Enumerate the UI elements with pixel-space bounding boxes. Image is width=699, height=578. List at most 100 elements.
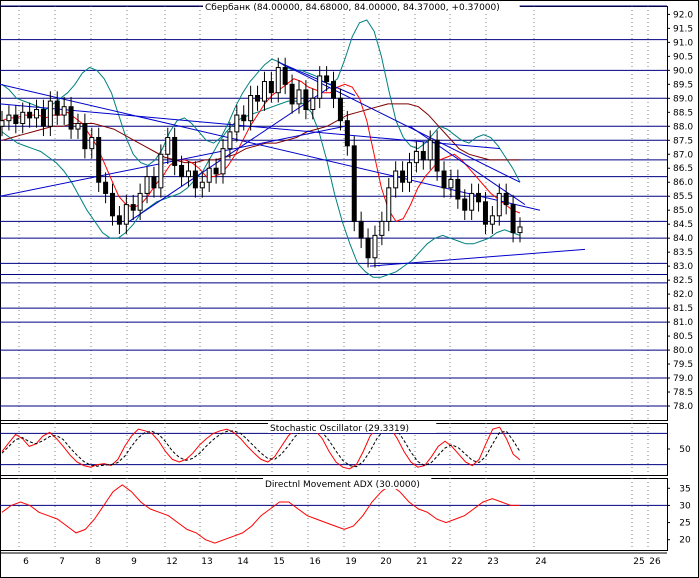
price-y-tick-label: 89.5 bbox=[673, 80, 693, 90]
price-y-tick-label: 82.0 bbox=[673, 290, 693, 300]
candle-body bbox=[206, 167, 212, 183]
candle-body bbox=[406, 162, 412, 183]
price-y-tick-label: 80.0 bbox=[673, 346, 693, 356]
price-title-bg bbox=[203, 1, 520, 12]
price-y-tick-label: 78.0 bbox=[673, 402, 693, 412]
upper-bollinger-band bbox=[1, 19, 521, 183]
candle-body bbox=[289, 83, 295, 105]
candle-body bbox=[448, 178, 454, 189]
candle-body bbox=[241, 114, 247, 122]
price-y-tick-label: 90.5 bbox=[673, 52, 693, 62]
stoch-y-tick-label: 50 bbox=[679, 445, 691, 455]
price-y-tick-label: 85.5 bbox=[673, 192, 693, 202]
price-y-tick-label: 88.5 bbox=[673, 108, 693, 118]
candle-body bbox=[496, 192, 502, 217]
price-y-tick-label: 79.0 bbox=[673, 374, 693, 384]
adx-title: Directnl Movement ADX (30.0000) bbox=[265, 480, 420, 490]
candle-body bbox=[165, 136, 171, 155]
adx-y-tick-label: 30 bbox=[679, 501, 691, 511]
x-tick-label: 21 bbox=[416, 557, 427, 567]
x-tick-label: 20 bbox=[380, 557, 392, 567]
adx-y-tick-label: 20 bbox=[679, 536, 691, 546]
price-y-tick-label: 86.5 bbox=[673, 164, 693, 174]
trend-line bbox=[124, 86, 331, 225]
adx-y-tick-label: 35 bbox=[679, 484, 690, 494]
price-y-tick-label: 80.5 bbox=[673, 332, 693, 342]
candle-body bbox=[151, 176, 157, 189]
x-tick-label: 7 bbox=[59, 557, 65, 567]
x-tick-label: 26 bbox=[649, 557, 661, 567]
stoch-d-line bbox=[1, 426, 521, 468]
stoch-title-bg bbox=[268, 422, 437, 433]
candle-body bbox=[213, 167, 219, 175]
candle-body bbox=[130, 204, 136, 211]
candle-body bbox=[255, 95, 261, 102]
adx-y-tick-label: 25 bbox=[679, 519, 690, 529]
candle-body bbox=[47, 100, 53, 127]
candle-body bbox=[482, 201, 488, 225]
candle-body bbox=[469, 192, 475, 211]
price-y-tick-label: 83.5 bbox=[673, 248, 693, 258]
candle-body bbox=[441, 170, 447, 189]
adx-line bbox=[1, 484, 520, 544]
adx-title-bg bbox=[263, 478, 432, 489]
x-tick-label: 6 bbox=[23, 557, 29, 567]
x-tick-label: 12 bbox=[166, 557, 177, 567]
price-y-tick-label: 90.0 bbox=[673, 66, 693, 76]
x-tick-label: 15 bbox=[273, 557, 284, 567]
trend-line bbox=[0, 103, 501, 150]
candle-body bbox=[489, 215, 495, 225]
price-y-tick-label: 85.0 bbox=[673, 206, 693, 216]
lower-bollinger-band bbox=[1, 100, 521, 278]
candle-body bbox=[82, 122, 88, 150]
x-tick-label: 25 bbox=[633, 557, 644, 567]
candle-body bbox=[510, 204, 516, 234]
price-y-tick-label: 87.5 bbox=[673, 136, 693, 146]
candle-body bbox=[54, 100, 60, 116]
candle-body bbox=[379, 220, 385, 236]
price-y-tick-label: 82.5 bbox=[673, 276, 693, 286]
price-y-tick-label: 78.5 bbox=[673, 388, 693, 398]
x-tick-label: 19 bbox=[345, 557, 357, 567]
price-y-tick-label: 79.5 bbox=[673, 360, 693, 370]
candle-body bbox=[234, 114, 240, 133]
price-y-tick-label: 84.0 bbox=[673, 234, 693, 244]
candle-body bbox=[172, 136, 178, 166]
x-tick-label: 23 bbox=[487, 557, 498, 567]
trend-line bbox=[277, 61, 356, 96]
candle-body bbox=[365, 237, 371, 259]
price-y-tick-label: 87.0 bbox=[673, 150, 693, 160]
candle-body bbox=[261, 81, 267, 102]
stoch-k-line bbox=[1, 425, 521, 470]
stoch-title: Stochastic Oscillator (29.3319) bbox=[270, 424, 409, 434]
candle-body bbox=[137, 192, 143, 211]
candle-body bbox=[199, 181, 205, 189]
candle-body bbox=[462, 198, 468, 211]
price-y-tick-label: 89.0 bbox=[673, 94, 693, 104]
candle-body bbox=[296, 89, 302, 105]
candle-body bbox=[517, 226, 523, 234]
candle-body bbox=[144, 176, 150, 194]
candle-body bbox=[61, 106, 67, 116]
x-tick-label: 22 bbox=[451, 557, 462, 567]
candle-body bbox=[476, 192, 482, 203]
candle-body bbox=[68, 106, 74, 130]
candle-body bbox=[337, 97, 343, 122]
candle-body bbox=[220, 148, 226, 175]
x-tick-label: 8 bbox=[95, 557, 101, 567]
candle-body bbox=[103, 181, 109, 194]
candle-body bbox=[110, 192, 116, 217]
candle-body bbox=[455, 178, 461, 200]
price-y-tick-label: 86.0 bbox=[673, 178, 693, 188]
candle-body bbox=[331, 81, 337, 99]
price-y-tick-label: 91.5 bbox=[673, 24, 693, 34]
candle-body bbox=[116, 215, 122, 225]
candle-body bbox=[158, 153, 164, 189]
candle-body bbox=[372, 234, 378, 259]
candle-body bbox=[310, 97, 316, 111]
candle-body bbox=[413, 150, 419, 164]
candle-body bbox=[20, 111, 26, 124]
